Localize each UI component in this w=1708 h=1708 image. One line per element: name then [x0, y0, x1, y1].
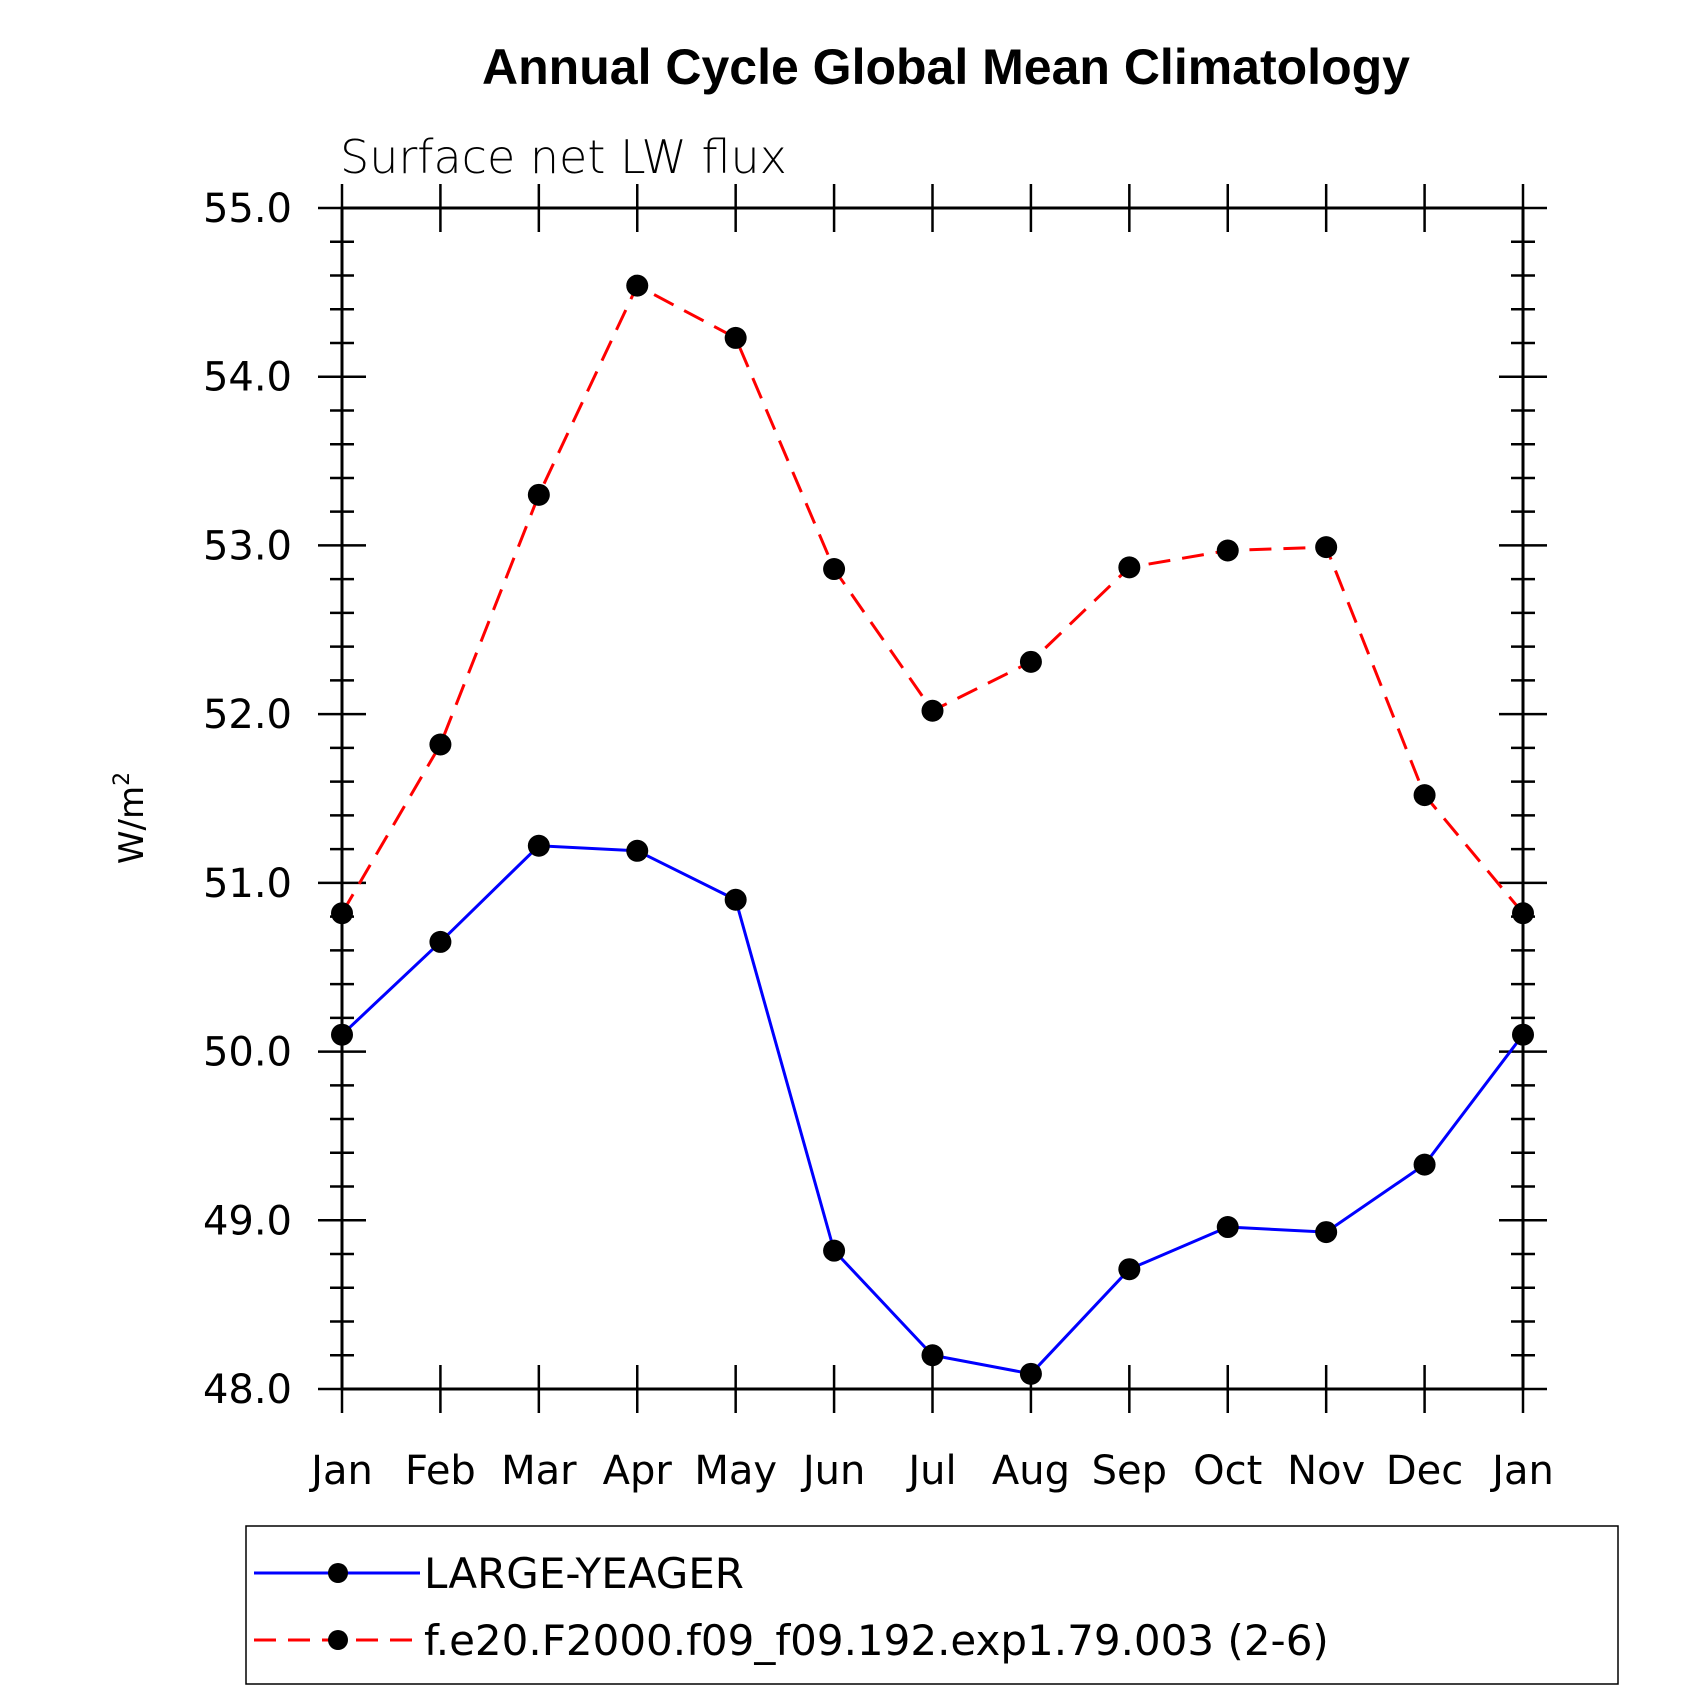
x-tick-label: Aug	[992, 1448, 1070, 1494]
x-tick-label: Dec	[1386, 1448, 1463, 1494]
y-tick-label: 50.0	[203, 1030, 292, 1076]
axis-ticks	[318, 184, 1547, 1413]
legend: LARGE-YEAGER f.e20.F2000.f09_f09.192.exp…	[245, 1525, 1619, 1685]
x-tick-label: Feb	[405, 1448, 476, 1494]
series-2-point	[724, 326, 747, 349]
series-1-point	[1315, 1221, 1338, 1244]
chart-title: Annual Cycle Global Mean Climatology	[482, 39, 1410, 95]
series-2-point	[1315, 536, 1338, 559]
x-tick-label: Jan	[308, 1448, 373, 1494]
series-1-point	[724, 888, 747, 911]
y-tick-label: 52.0	[203, 692, 292, 738]
y-tick-label: 53.0	[203, 523, 292, 569]
legend-box	[245, 1525, 1619, 1685]
series-1-point	[331, 1023, 353, 1046]
series-2-point	[1118, 556, 1141, 579]
legend-marker-series-2	[328, 1630, 348, 1650]
series-1-point	[626, 839, 649, 862]
x-tick-label: Jan	[1489, 1448, 1554, 1494]
series-2-point	[429, 733, 452, 756]
y-axis-label-main: W/m	[112, 786, 152, 864]
x-tick-label: Sep	[1092, 1448, 1167, 1494]
series-1-point	[823, 1239, 846, 1262]
series-2-point	[921, 699, 944, 722]
y-tick-label: 54.0	[203, 355, 292, 401]
series-2-point	[1512, 902, 1534, 925]
legend-marker-series-1	[328, 1563, 348, 1583]
x-tick-label: Jun	[800, 1448, 866, 1494]
series-1-point	[1216, 1216, 1239, 1239]
series-line-1	[340, 844, 1525, 1376]
chart-subtitle: Surface net LW flux	[340, 130, 787, 184]
data-series	[331, 274, 1534, 1385]
y-tick-label: 51.0	[203, 861, 292, 907]
y-tick-label: 49.0	[203, 1198, 292, 1244]
x-tick-label: Mar	[501, 1448, 577, 1494]
series-1-point	[1413, 1153, 1436, 1176]
series-1-point	[429, 930, 452, 953]
legend-label-series-1: LARGE-YEAGER	[424, 1549, 744, 1598]
series-2-point	[823, 558, 846, 581]
svg-text:W/m2: W/m2	[110, 772, 152, 864]
series-2-point	[527, 483, 550, 506]
y-tick-label: 55.0	[203, 186, 292, 232]
series-line-2	[340, 283, 1525, 915]
series-1-point	[1512, 1023, 1534, 1046]
series-2-point	[331, 902, 353, 925]
series-2-point	[1019, 650, 1042, 673]
x-tick-label: Apr	[603, 1448, 673, 1494]
plot-frame	[340, 206, 1525, 1391]
y-tick-labels: 48.0 49.0 50.0 51.0 52.0 53.0 54.0 55.0	[203, 186, 292, 1413]
series-2-point	[1216, 539, 1239, 562]
series-1-point	[921, 1344, 944, 1367]
x-tick-label: Nov	[1287, 1448, 1365, 1494]
series-1-point	[1019, 1362, 1042, 1385]
y-tick-label: 48.0	[203, 1367, 292, 1413]
series-2-point	[626, 274, 649, 297]
series-2-point	[1413, 784, 1436, 807]
x-tick-label: Oct	[1193, 1448, 1262, 1494]
y-axis-label: W/m2	[110, 772, 152, 864]
y-axis-label-sup: 2	[110, 772, 135, 786]
x-tick-label: Jul	[905, 1448, 956, 1494]
x-tick-labels: Jan Feb Mar Apr May Jun Jul Aug Sep Oct Nov Dec Jan	[308, 1448, 1554, 1494]
x-tick-label: May	[694, 1448, 777, 1494]
legend-label-series-2: f.e20.F2000.f09_f09.192.exp1.79.003 (2-6…	[424, 1616, 1329, 1665]
series-1-point	[1118, 1258, 1141, 1281]
series-1-point	[527, 834, 550, 857]
